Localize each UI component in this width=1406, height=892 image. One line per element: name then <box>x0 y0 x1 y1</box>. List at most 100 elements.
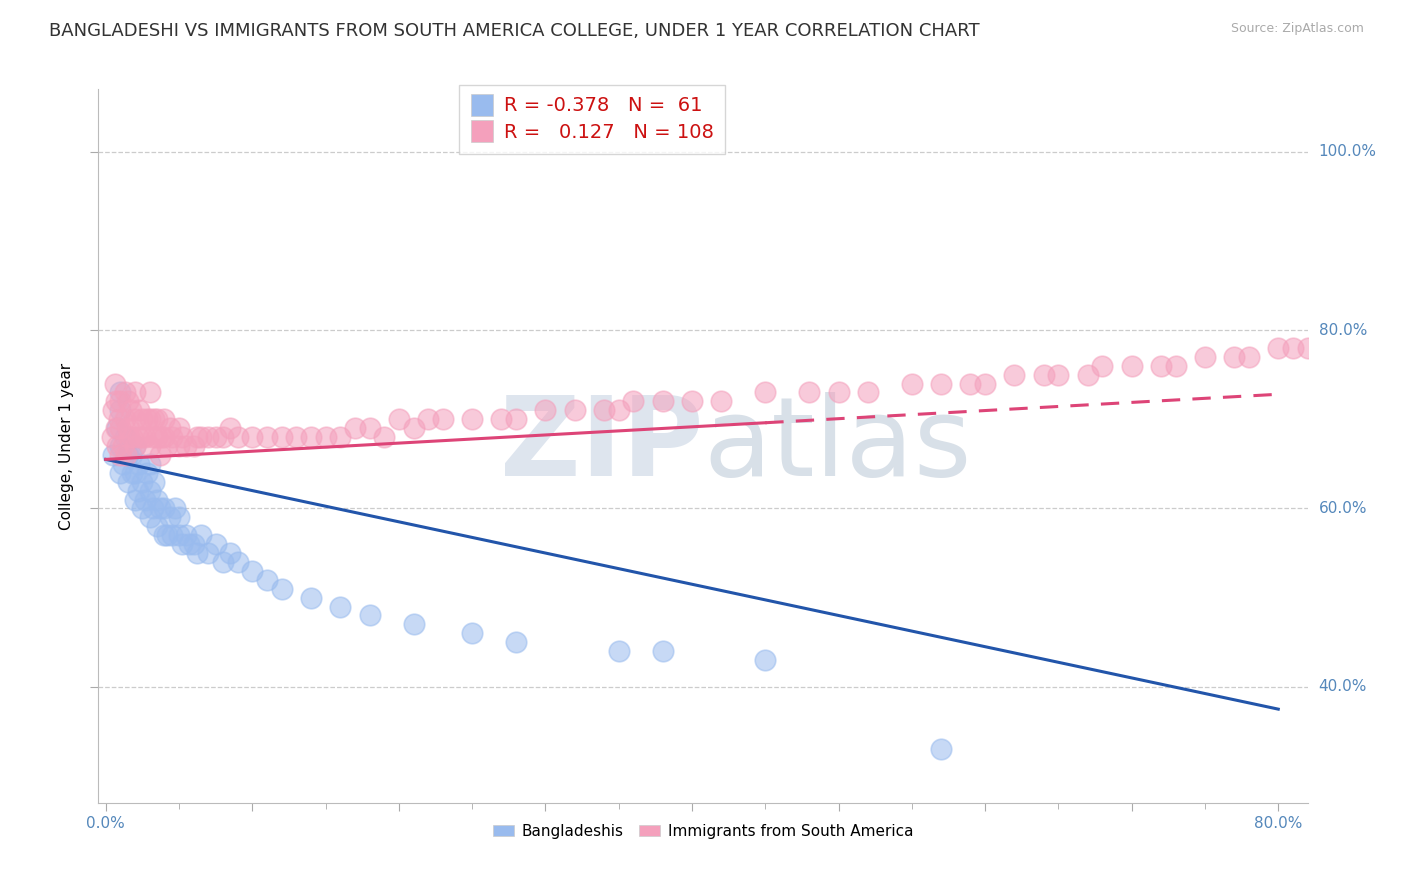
Point <box>1164 359 1187 373</box>
Point <box>105 394 128 409</box>
Point <box>124 412 146 426</box>
Point <box>118 430 141 444</box>
Point <box>110 439 132 453</box>
Point <box>142 501 165 516</box>
Point <box>299 591 322 605</box>
Point <box>190 430 212 444</box>
Point <box>159 421 181 435</box>
Point <box>974 376 997 391</box>
Point <box>402 421 425 435</box>
Point <box>186 546 208 560</box>
Point <box>107 421 129 435</box>
Point <box>183 537 205 551</box>
Point <box>186 430 208 444</box>
Point <box>149 501 172 516</box>
Point <box>256 430 278 444</box>
Point <box>138 483 160 498</box>
Point <box>204 430 226 444</box>
Point <box>138 412 160 426</box>
Point <box>1296 341 1319 355</box>
Point <box>149 448 172 462</box>
Point <box>1223 350 1246 364</box>
Point <box>142 430 165 444</box>
Point <box>127 430 149 444</box>
Point <box>110 394 132 409</box>
Text: ZIP: ZIP <box>499 392 703 500</box>
Point <box>107 439 129 453</box>
Point <box>121 466 143 480</box>
Point <box>240 564 263 578</box>
Point <box>418 412 440 426</box>
Point <box>1310 332 1333 346</box>
Point <box>105 421 128 435</box>
Point <box>163 501 186 516</box>
Point <box>124 439 146 453</box>
Point <box>1004 368 1026 382</box>
Point <box>160 528 183 542</box>
Point <box>128 403 150 417</box>
Point <box>128 457 150 471</box>
Point <box>491 412 513 426</box>
Point <box>929 376 952 391</box>
Point <box>373 430 395 444</box>
Point <box>226 430 249 444</box>
Point <box>256 573 278 587</box>
Point <box>134 492 156 507</box>
Point <box>827 385 849 400</box>
Point <box>212 555 235 569</box>
Point <box>461 412 484 426</box>
Point <box>146 519 169 533</box>
Point <box>1091 359 1114 373</box>
Point <box>754 385 776 400</box>
Point <box>135 412 157 426</box>
Point <box>160 430 183 444</box>
Point <box>197 546 219 560</box>
Point <box>167 439 190 453</box>
Text: BANGLADESHI VS IMMIGRANTS FROM SOUTH AMERICA COLLEGE, UNDER 1 YEAR CORRELATION C: BANGLADESHI VS IMMIGRANTS FROM SOUTH AME… <box>49 22 980 40</box>
Point <box>754 653 776 667</box>
Point <box>505 635 527 649</box>
Text: 100.0%: 100.0% <box>1319 145 1376 159</box>
Point <box>114 385 136 400</box>
Point <box>167 528 190 542</box>
Point <box>226 555 249 569</box>
Point <box>607 403 630 417</box>
Point <box>270 582 292 596</box>
Point <box>117 448 139 462</box>
Legend: Bangladeshis, Immigrants from South America: Bangladeshis, Immigrants from South Amer… <box>486 818 920 845</box>
Point <box>112 457 135 471</box>
Point <box>402 617 425 632</box>
Point <box>219 546 242 560</box>
Point <box>143 412 166 426</box>
Point <box>153 412 176 426</box>
Point <box>799 385 821 400</box>
Point <box>108 412 131 426</box>
Point <box>710 394 733 409</box>
Text: Source: ZipAtlas.com: Source: ZipAtlas.com <box>1230 22 1364 36</box>
Point <box>156 528 179 542</box>
Point <box>146 430 169 444</box>
Point <box>959 376 981 391</box>
Point <box>593 403 616 417</box>
Text: atlas: atlas <box>703 392 972 500</box>
Point <box>183 439 205 453</box>
Point <box>179 537 201 551</box>
Point <box>131 412 153 426</box>
Point <box>315 430 337 444</box>
Point <box>1032 368 1054 382</box>
Point <box>117 394 139 409</box>
Point <box>219 421 242 435</box>
Point <box>114 430 136 444</box>
Point <box>461 626 484 640</box>
Point <box>100 430 122 444</box>
Point <box>153 501 176 516</box>
Point <box>204 537 226 551</box>
Point <box>120 448 142 462</box>
Text: 40.0%: 40.0% <box>1319 680 1367 694</box>
Point <box>359 608 381 623</box>
Point <box>621 394 644 409</box>
Point <box>270 430 292 444</box>
Point <box>505 412 527 426</box>
Point <box>114 412 136 426</box>
Point <box>343 421 366 435</box>
